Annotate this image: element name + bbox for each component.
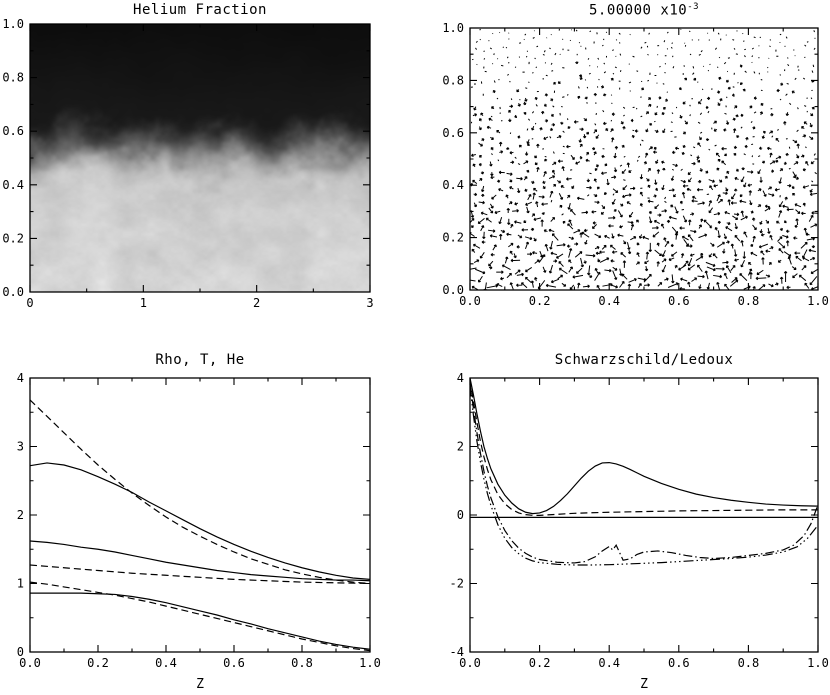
rho-t-he-xlabel: Z xyxy=(196,677,204,692)
helium-fraction-heatmap xyxy=(0,0,415,345)
schwarzschild-ledoux-xlabel: Z xyxy=(640,677,648,692)
schwarzschild-ledoux-line-plot xyxy=(415,345,830,695)
velocity-quiver-plot xyxy=(415,0,830,345)
rho-t-he-line-plot xyxy=(0,345,415,695)
